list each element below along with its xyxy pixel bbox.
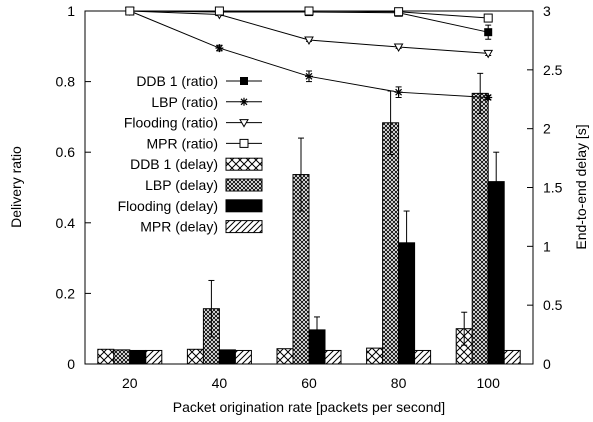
delay-bar xyxy=(145,349,163,365)
delay-bar xyxy=(186,348,204,365)
ratio-point xyxy=(304,36,314,45)
legend-marker xyxy=(240,97,248,106)
delay-bar xyxy=(129,349,147,365)
legend-marker xyxy=(239,138,249,148)
ratio-point xyxy=(483,13,493,23)
legend-swatch xyxy=(225,178,263,192)
y-right-tick-label: 0 xyxy=(543,356,551,372)
ratio-point xyxy=(304,6,314,16)
delay-bar xyxy=(234,349,252,365)
y-left-tick-label: 0.4 xyxy=(56,215,76,231)
delay-bar xyxy=(414,349,432,365)
axis-ticks: 0 0.2 0.4 0.6 0.8 1 0 0.5 1 1.5 2 2.5 3 20 40 60 80 100 xyxy=(56,3,563,391)
delay-bar xyxy=(366,347,384,365)
y-axis-right-label: End-to-end delay [s] xyxy=(573,124,589,249)
ratio-point xyxy=(393,43,404,53)
legend-swatch xyxy=(225,157,263,171)
x-axis-label: Packet origination rate [packets per sec… xyxy=(173,399,445,415)
ratio-point xyxy=(125,6,135,16)
delay-bar xyxy=(382,122,400,365)
y-right-tick-label: 0.5 xyxy=(543,297,563,313)
legend-label: LBP (delay) xyxy=(145,177,218,193)
ratio-line xyxy=(129,10,489,54)
y-axis-left-label: Delivery ratio xyxy=(8,146,24,228)
y-right-tick-label: 2.5 xyxy=(543,62,563,78)
x-tick-label: 20 xyxy=(122,375,138,391)
ratio-point xyxy=(394,88,403,97)
ratio-point xyxy=(215,44,224,53)
y-right-tick-label: 1.5 xyxy=(543,180,563,196)
ratio-point xyxy=(305,72,313,81)
delay-bars xyxy=(97,72,521,365)
legend-label: Flooding (delay) xyxy=(118,198,218,214)
ratio-point xyxy=(394,7,404,17)
x-tick-label: 60 xyxy=(301,375,317,391)
y-left-tick-label: 0 xyxy=(67,356,75,372)
legend-label: MPR (delay) xyxy=(140,219,218,235)
delay-bar xyxy=(276,348,294,365)
legend-swatch xyxy=(225,220,263,234)
delay-bar xyxy=(218,349,236,365)
legend-label: LBP (ratio) xyxy=(151,94,218,110)
legend-label: MPR (ratio) xyxy=(146,135,218,151)
delay-bar xyxy=(324,349,342,365)
y-left-tick-label: 0.2 xyxy=(56,285,76,301)
y-left-tick-label: 0.6 xyxy=(56,144,76,160)
ratio-point xyxy=(214,6,224,16)
y-right-tick-label: 3 xyxy=(543,3,551,19)
delay-bar xyxy=(113,349,131,365)
y-right-tick-label: 2 xyxy=(543,121,551,137)
ratio-point xyxy=(484,93,493,102)
ratio-point xyxy=(483,49,494,59)
x-tick-label: 40 xyxy=(212,375,228,391)
y-left-tick-label: 0.8 xyxy=(56,74,76,90)
legend-swatch xyxy=(225,199,263,213)
ratio-lines xyxy=(124,6,494,102)
legend-label: DDB 1 (ratio) xyxy=(136,73,218,89)
legend: DDB 1 (ratio) LBP (ratio) Flooding (ratio)… xyxy=(118,73,263,235)
ratio-point xyxy=(484,28,493,37)
delay-bar xyxy=(97,348,115,365)
y-right-tick-label: 1 xyxy=(543,238,551,254)
x-tick-label: 100 xyxy=(477,375,501,391)
x-tick-label: 80 xyxy=(391,375,407,391)
legend-label: DDB 1 (delay) xyxy=(130,156,218,172)
delay-bar xyxy=(503,349,521,365)
legend-label: Flooding (ratio) xyxy=(124,115,218,131)
y-left-tick-label: 1 xyxy=(67,3,75,19)
legend-marker xyxy=(239,119,249,128)
delay-bar xyxy=(471,92,489,365)
legend-marker xyxy=(240,77,248,85)
